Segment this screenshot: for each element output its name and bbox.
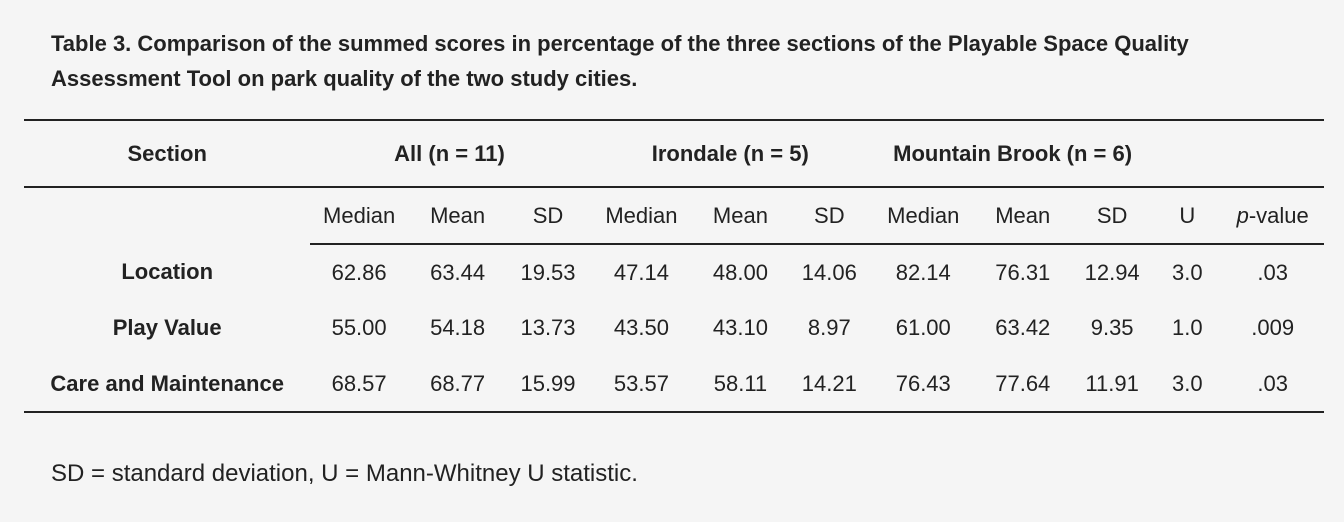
group-header-row: Section All (n = 11) Irondale (n = 5) Mo… bbox=[24, 119, 1324, 188]
irondale-group-header: Irondale (n = 5) bbox=[588, 119, 872, 188]
table-cell: 14.21 bbox=[786, 356, 872, 413]
table-cell: 55.00 bbox=[331, 315, 387, 340]
table-cell: 3.0 bbox=[1172, 259, 1203, 285]
table-cell: .03 bbox=[1221, 356, 1324, 413]
row-label: Location bbox=[121, 259, 214, 284]
table-cell: 43.50 bbox=[613, 315, 669, 340]
p-value-header-p: p bbox=[1236, 202, 1249, 228]
row-label: Play Value bbox=[112, 315, 222, 340]
table-cell: 11.91 bbox=[1071, 356, 1154, 413]
table-cell: 12.94 bbox=[1084, 259, 1140, 285]
table-cell: 76.31 bbox=[995, 259, 1051, 285]
all-median-header: Median bbox=[310, 187, 408, 245]
table-cell: 15.99 bbox=[507, 356, 589, 413]
table-caption: Table 3. Comparison of the summed scores… bbox=[51, 31, 1189, 91]
table-cell: 14.06 bbox=[801, 259, 857, 285]
irondale-sd-header: SD bbox=[786, 187, 872, 245]
table-cell: 58.11 bbox=[694, 356, 787, 413]
table-container: Section All (n = 11) Irondale (n = 5) Mo… bbox=[24, 119, 1324, 413]
row-label: Care and Maintenance bbox=[24, 356, 311, 413]
table-footnote: SD = standard deviation, U = Mann-Whitne… bbox=[51, 460, 638, 487]
table-row: Play Value 55.00 54.18 13.73 43.50 43.10… bbox=[24, 300, 1324, 356]
irondale-mean-header: Mean bbox=[694, 187, 787, 245]
table-cell: 63.42 bbox=[995, 315, 1051, 340]
comparison-table: Section All (n = 11) Irondale (n = 5) Mo… bbox=[24, 119, 1324, 413]
p-value-header: p-value bbox=[1221, 187, 1324, 245]
table-cell: 68.57 bbox=[310, 356, 408, 413]
all-mean-header: Mean bbox=[407, 187, 508, 245]
table-cell: 53.57 bbox=[588, 356, 695, 413]
table-cell: 63.44 bbox=[430, 259, 486, 285]
p-group-header-blank bbox=[1221, 119, 1324, 188]
table-cell: 77.64 bbox=[974, 356, 1071, 413]
mountain-brook-median-header: Median bbox=[871, 187, 975, 245]
table-row: Location 62.86 63.44 19.53 47.14 48.00 1… bbox=[24, 244, 1324, 300]
table-cell: 19.53 bbox=[520, 259, 576, 285]
table-row: Care and Maintenance 68.57 68.77 15.99 5… bbox=[24, 356, 1324, 413]
u-header: U bbox=[1153, 187, 1222, 245]
table-cell: 61.00 bbox=[895, 315, 951, 340]
section-header: Section bbox=[24, 119, 311, 188]
u-group-header-blank bbox=[1153, 119, 1222, 188]
table-cell: 76.43 bbox=[871, 356, 975, 413]
table-cell: 54.18 bbox=[430, 315, 486, 340]
table-cell: .009 bbox=[1251, 315, 1295, 340]
irondale-median-header: Median bbox=[588, 187, 695, 245]
table-cell: 13.73 bbox=[520, 315, 576, 340]
mountain-brook-group-header: Mountain Brook (n = 6) bbox=[871, 119, 1154, 188]
table-cell: 68.77 bbox=[407, 356, 508, 413]
table-cell: 82.14 bbox=[895, 259, 951, 285]
mountain-brook-sd-header: SD bbox=[1071, 187, 1154, 245]
table-cell: 48.00 bbox=[712, 259, 768, 285]
table-cell: 8.97 bbox=[807, 315, 851, 340]
all-group-header: All (n = 11) bbox=[310, 119, 589, 188]
mountain-brook-mean-header: Mean bbox=[974, 187, 1071, 245]
table-cell: 1.0 bbox=[1172, 315, 1203, 340]
sub-header-blank bbox=[24, 187, 310, 244]
all-sd-header: SD bbox=[507, 187, 589, 245]
table-cell: 43.10 bbox=[712, 315, 768, 340]
table-cell: 9.35 bbox=[1090, 315, 1134, 340]
table-cell: .03 bbox=[1257, 259, 1288, 285]
table-cell: 47.14 bbox=[613, 259, 669, 285]
table-cell: 3.0 bbox=[1153, 356, 1222, 413]
sub-header-row: Median Mean SD Median Mean SD Median Mea… bbox=[24, 187, 1324, 245]
table-cell: 62.86 bbox=[331, 259, 387, 285]
p-value-header-suffix: -value bbox=[1248, 202, 1309, 228]
